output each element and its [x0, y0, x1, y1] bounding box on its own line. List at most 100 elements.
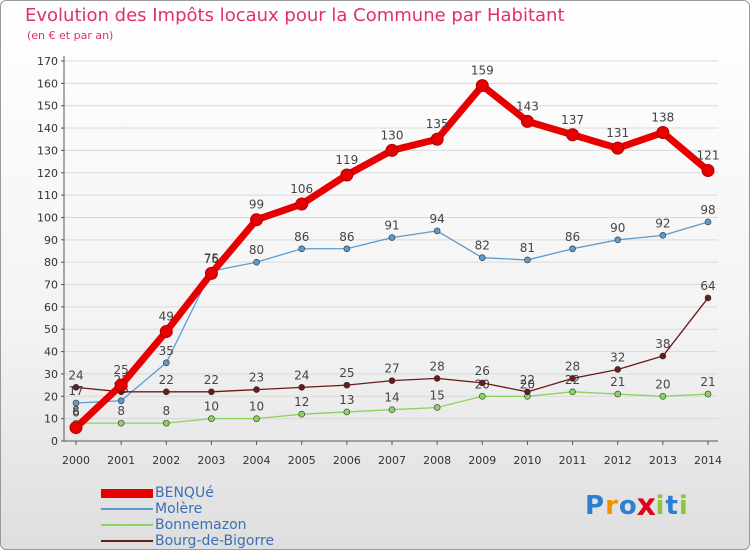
y-tick-label: 90 [44, 234, 58, 247]
x-tick-label: 2013 [649, 454, 677, 467]
data-label: 26 [475, 364, 490, 378]
data-point [159, 324, 173, 338]
logo-letter: r [605, 491, 619, 521]
data-point [253, 415, 260, 422]
data-point [569, 375, 576, 382]
data-point [611, 141, 625, 155]
data-label: 27 [384, 362, 399, 376]
y-tick-label: 80 [44, 256, 58, 269]
data-label: 98 [700, 203, 715, 217]
data-label: 8 [72, 404, 80, 418]
data-point [433, 375, 441, 382]
data-label: 119 [335, 153, 358, 167]
data-label: 21 [610, 375, 625, 389]
data-point [569, 245, 576, 253]
legend-item: Molère [101, 501, 274, 517]
data-label: 10 [204, 400, 219, 414]
data-label: 49 [159, 309, 174, 323]
data-point [478, 254, 486, 262]
data-label: 35 [159, 344, 174, 358]
chart-title: Evolution des Impôts locaux pour la Comm… [25, 5, 565, 26]
y-tick-label: 20 [44, 390, 58, 403]
data-point [524, 256, 531, 264]
y-tick-label: 10 [44, 413, 58, 426]
data-label: 159 [471, 64, 494, 78]
data-label: 86 [565, 230, 580, 244]
data-point [701, 164, 715, 178]
x-tick-label: 2014 [694, 454, 722, 467]
data-label: 12 [294, 395, 309, 409]
y-tick-label: 100 [37, 211, 58, 224]
logo-letter: o [618, 491, 638, 521]
data-point [117, 419, 125, 427]
data-point [385, 143, 399, 157]
data-point [72, 384, 80, 391]
legend-label: BENQUé [155, 485, 214, 501]
data-point [298, 245, 306, 253]
data-point [478, 392, 486, 400]
data-label: 99 [249, 198, 264, 212]
x-tick-label: 2008 [423, 454, 451, 467]
data-label: 81 [520, 241, 535, 255]
y-tick-label: 0 [51, 435, 58, 448]
y-tick-label: 150 [37, 100, 58, 113]
legend-item: Bourg-de-Bigorre [101, 533, 274, 549]
data-label: 138 [651, 111, 674, 125]
data-label: 121 [697, 149, 720, 163]
data-label: 6 [72, 406, 80, 420]
data-label: 82 [475, 239, 490, 253]
x-tick-label: 2002 [152, 454, 180, 467]
x-tick-label: 2001 [107, 454, 135, 467]
x-tick-label: 2012 [604, 454, 632, 467]
x-tick-label: 2000 [62, 454, 90, 467]
data-point [162, 359, 170, 367]
legend-item: BENQUé [101, 485, 274, 501]
data-label: 143 [516, 99, 539, 113]
legend-item: Bonnemazon [101, 517, 274, 533]
x-tick-label: 2011 [559, 454, 587, 467]
data-point [659, 352, 667, 360]
data-point [388, 234, 396, 241]
data-label: 137 [561, 113, 584, 127]
x-tick-label: 2003 [197, 454, 225, 467]
data-point [614, 366, 622, 373]
y-tick-label: 160 [37, 77, 58, 90]
y-tick-label: 50 [44, 323, 58, 336]
logo-letter: i [678, 491, 689, 521]
data-label: 92 [655, 216, 670, 230]
logo-letter: i [655, 491, 666, 521]
data-label: 21 [700, 375, 715, 389]
data-label: 75 [204, 251, 219, 265]
logo-letter: x [636, 488, 657, 524]
data-label: 64 [700, 279, 715, 293]
data-label: 25 [114, 363, 129, 377]
y-tick-label: 140 [37, 122, 58, 135]
data-point [117, 397, 125, 405]
data-point [253, 258, 260, 266]
data-label: 8 [117, 404, 125, 418]
data-label: 20 [520, 377, 535, 391]
data-point [343, 408, 351, 416]
data-label: 14 [384, 391, 399, 405]
chart-subtitle: (en € et par an) [27, 29, 114, 42]
x-tick-label: 2010 [513, 454, 541, 467]
data-point [204, 266, 218, 280]
data-point [704, 390, 712, 398]
data-label: 23 [249, 371, 264, 385]
data-label: 86 [339, 230, 354, 244]
data-point [614, 390, 622, 398]
data-point [208, 415, 215, 422]
data-label: 91 [384, 219, 399, 233]
data-label: 90 [610, 221, 625, 235]
data-point [520, 114, 534, 128]
legend-label: Bonnemazon [155, 517, 247, 533]
data-label: 20 [655, 377, 670, 391]
data-point [208, 388, 215, 396]
y-tick-label: 70 [44, 279, 58, 292]
data-point [114, 378, 128, 392]
legend-swatch [101, 540, 153, 542]
data-point [298, 410, 306, 418]
data-point [388, 406, 396, 414]
data-point [659, 392, 667, 400]
